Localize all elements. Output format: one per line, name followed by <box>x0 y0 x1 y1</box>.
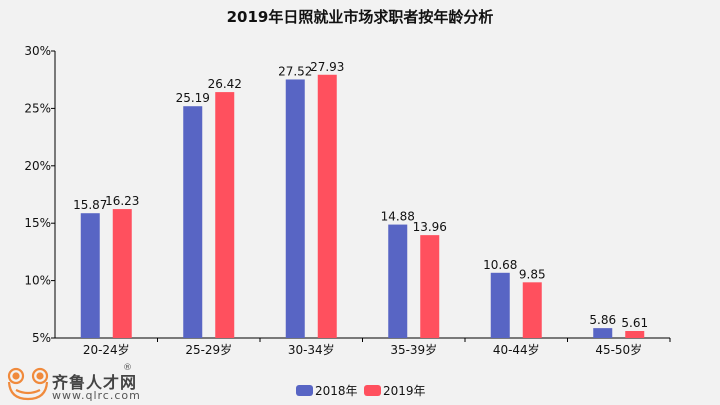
data-label: 15.87 <box>73 198 107 212</box>
data-label: 10.68 <box>483 258 517 272</box>
y-tick-label: 30% <box>24 44 51 58</box>
bar-2019年 <box>420 235 440 338</box>
x-tick-label: 45-50岁 <box>595 342 642 357</box>
y-tick-label: 15% <box>24 216 51 230</box>
y-tick-label: 5% <box>32 331 51 345</box>
chart-title: 2019年日照就业市场求职者按年龄分析 <box>226 8 494 26</box>
legend-label: 2018年 <box>315 384 358 398</box>
data-label: 13.96 <box>413 220 447 234</box>
data-label: 5.61 <box>621 316 648 330</box>
bar-2018年 <box>490 272 510 338</box>
data-label: 27.52 <box>278 64 312 78</box>
data-label: 14.88 <box>381 210 415 224</box>
data-label: 26.42 <box>208 77 242 91</box>
legend-swatch <box>296 385 313 396</box>
logo-url: www.qlrc.com <box>52 389 141 402</box>
logo-registered: ® <box>123 363 132 373</box>
y-tick-label: 25% <box>24 101 51 115</box>
bar-2019年 <box>522 282 542 338</box>
data-label: 27.93 <box>310 60 344 74</box>
bar-2018年 <box>593 328 613 338</box>
bar-2018年 <box>388 224 408 338</box>
bar-2019年 <box>215 92 235 339</box>
data-label: 5.86 <box>589 313 616 327</box>
x-tick-label: 25-29岁 <box>185 342 232 357</box>
x-tick-label: 40-44岁 <box>493 342 540 357</box>
legend-label: 2019年 <box>383 384 426 398</box>
bar-2018年 <box>285 79 305 338</box>
bar-2019年 <box>625 330 645 338</box>
frog-logo-icon <box>7 367 49 401</box>
bar-2019年 <box>317 74 337 338</box>
logo-name: 齐鲁人才网 <box>52 373 138 392</box>
x-tick-label: 35-39岁 <box>390 342 437 357</box>
x-tick-label: 30-34岁 <box>288 342 335 357</box>
x-tick-label: 20-24岁 <box>83 342 130 357</box>
y-tick-label: 20% <box>24 159 51 173</box>
data-label: 16.23 <box>105 194 139 208</box>
bar-2019年 <box>112 209 132 338</box>
data-label: 9.85 <box>519 267 546 281</box>
bar-2018年 <box>80 213 100 338</box>
bar-2018年 <box>183 106 203 338</box>
legend-swatch <box>364 385 381 396</box>
data-label: 25.19 <box>176 91 210 105</box>
y-tick-label: 10% <box>24 274 51 288</box>
